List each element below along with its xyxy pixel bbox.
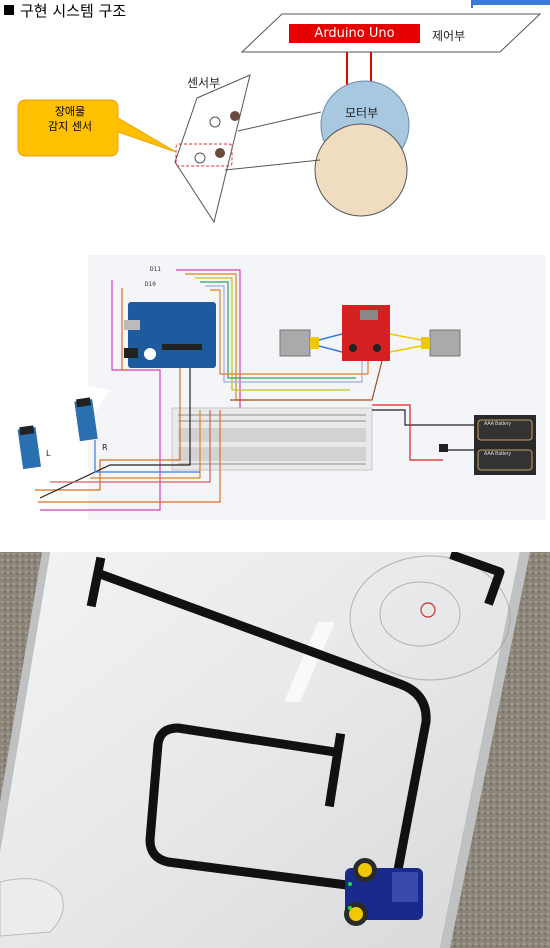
wire-label-d10: D10 [145,281,156,288]
sensor-left-label: L [46,449,51,458]
battery-label-1: AAA Battery [484,421,511,427]
motor-left [279,329,311,357]
arduino-board [128,302,216,368]
sensor-label: 센서부 [187,76,221,90]
section-title: 구현 시스템 구조 [4,0,126,21]
wiring-diagram [0,255,546,520]
power-switch [439,444,448,452]
battery-label-2: AAA Battery [484,451,511,457]
callout-box [17,99,177,157]
structure-diagram [17,0,550,224]
sensor-plane [174,74,251,224]
sensor-highlight [175,143,233,167]
tape-track [94,568,431,894]
callout-text: 장애물 감지 센서 [48,105,92,133]
arduino-chip-label: Arduino Uno [314,26,395,41]
controller-label: 제어부 [432,29,466,43]
track-photo [0,552,550,948]
wire-label-d11: D11 [150,266,161,273]
whiteboard [0,552,520,948]
square-bullet-icon [4,5,14,15]
wheel-circle [314,123,408,217]
arduino-chip [289,24,420,43]
motor-label: 모터부 [345,106,379,120]
shoe [0,878,64,937]
motor-right [429,329,461,357]
sensor-right-label: R [102,443,108,452]
sensor-right [74,399,98,442]
robot-car [344,858,423,926]
sensor-left [17,427,41,470]
blue-corner-bar [472,0,550,5]
